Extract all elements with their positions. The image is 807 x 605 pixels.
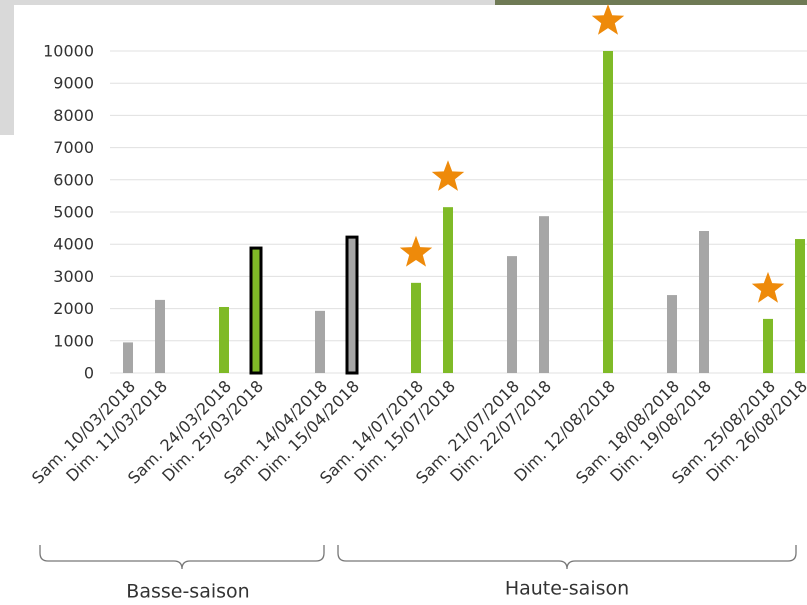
y-tick-label: 4000: [53, 235, 94, 254]
bar: [699, 230, 709, 373]
y-tick-label: 3000: [53, 267, 94, 286]
star: [591, 4, 625, 35]
bar: [411, 282, 421, 373]
group-label: Basse-saison: [126, 581, 249, 603]
bar: [667, 295, 677, 373]
y-tick-label: 9000: [53, 74, 94, 93]
bar: [315, 310, 325, 373]
top-strip: [0, 0, 807, 5]
bar: [763, 318, 773, 373]
star: [751, 271, 785, 303]
photo-edge: [495, 0, 807, 5]
bar: [795, 239, 805, 373]
y-tick-label: 1000: [53, 331, 94, 350]
bar: [603, 51, 613, 373]
y-tick-label: 0: [84, 364, 94, 383]
group-bracket: [39, 545, 325, 570]
bar: [345, 235, 359, 375]
y-tick-label: 2000: [53, 299, 94, 318]
bar: [539, 216, 549, 373]
y-tick-label: 7000: [53, 138, 94, 157]
side-panel: [0, 0, 14, 135]
y-tick-label: 10000: [43, 42, 94, 61]
bar: [155, 299, 165, 373]
bar: [443, 207, 453, 373]
group-label: Haute-saison: [505, 578, 629, 600]
y-tick-label: 5000: [53, 203, 94, 222]
bar: [123, 342, 133, 373]
bar: [507, 256, 517, 373]
y-tick-label: 6000: [53, 170, 94, 189]
y-tick-label: 8000: [53, 106, 94, 125]
group-bracket: [337, 545, 797, 570]
star: [431, 160, 465, 191]
bar: [219, 306, 229, 373]
bar: [249, 246, 263, 375]
star: [399, 235, 433, 267]
